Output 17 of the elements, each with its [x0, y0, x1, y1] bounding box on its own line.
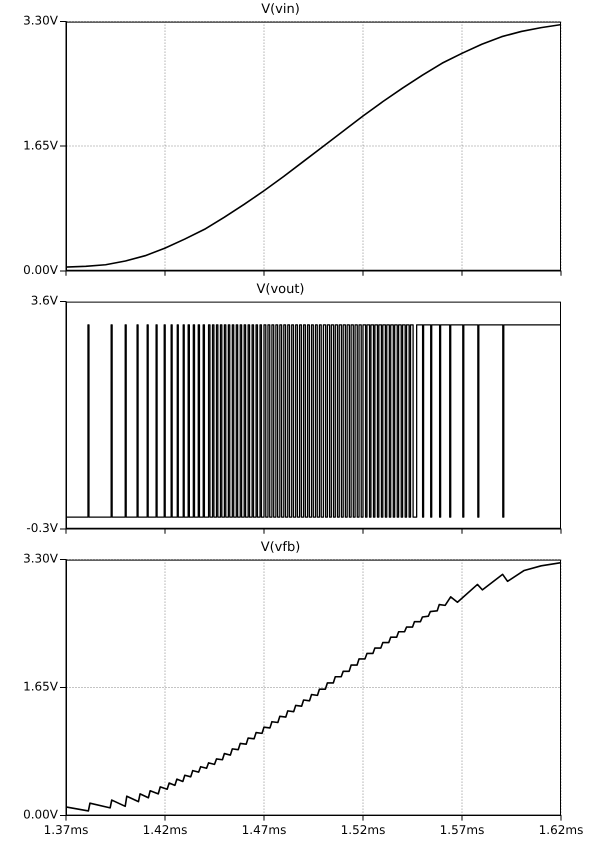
y-tick-label: 3.30V [23, 14, 59, 28]
x-tick-label: 1.47ms [242, 822, 286, 837]
y-tick-label: -0.3V [26, 520, 59, 535]
y-tick-label: 3.30V [23, 552, 59, 566]
chart-title: V(vout) [256, 282, 305, 298]
y-tick-label: 0.00V [23, 808, 59, 822]
x-tick-label: 1.37ms [44, 822, 88, 837]
x-tick-label: 1.62ms [538, 822, 584, 837]
y-tick-label: 3.6V [30, 294, 59, 308]
y-tick-label: 1.65V [23, 138, 59, 152]
chart-title: V(vfb) [260, 540, 300, 556]
y-tick-label: 0.00V [23, 262, 59, 277]
x-tick-label: 1.57ms [440, 822, 484, 837]
x-tick-label: 1.52ms [340, 822, 386, 837]
x-tick-label: 1.42ms [142, 822, 188, 837]
y-tick-label: 1.65V [23, 680, 59, 694]
chart-title: V(vin) [261, 2, 300, 18]
